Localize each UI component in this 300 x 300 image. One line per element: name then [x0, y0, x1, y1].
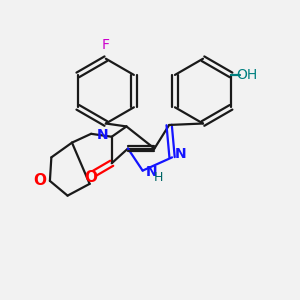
Text: O: O — [85, 170, 98, 185]
Text: N: N — [146, 165, 157, 179]
Text: F: F — [102, 38, 110, 52]
Text: H: H — [154, 172, 164, 184]
Text: O: O — [33, 173, 46, 188]
Text: N: N — [175, 147, 187, 161]
Text: OH: OH — [237, 68, 258, 82]
Text: N: N — [97, 128, 109, 142]
